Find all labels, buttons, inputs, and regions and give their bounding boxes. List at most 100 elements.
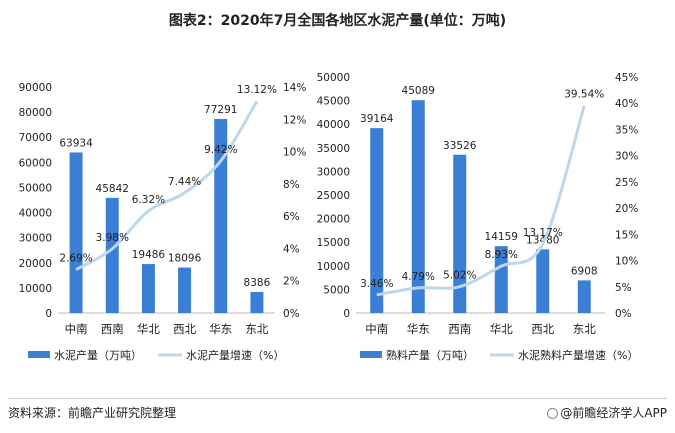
c2-category-label: 华东: [407, 322, 430, 336]
c2-bar-label: 13480: [526, 234, 559, 246]
c1-yleft-tick: 10000: [19, 283, 52, 295]
c2-legend-bar-label: 熟料产量（万吨）: [386, 348, 474, 362]
c1-bar: [105, 197, 119, 313]
c2-yleft-tick: 20000: [317, 214, 350, 226]
c2-line-label: 5.02%: [443, 270, 476, 282]
c1-growth-line: [75, 100, 259, 271]
c1-category-label: 华北: [137, 322, 160, 336]
chart-title: 图表2：2020年7月全国各地区水泥产量(单位：万吨): [168, 13, 507, 29]
c1-bar-label: 77291: [204, 104, 237, 116]
c1-yright-tick: 14%: [283, 82, 306, 94]
c1-category-label: 中南: [65, 322, 88, 336]
c2-yleft-tick: 5000: [323, 284, 350, 296]
c1-legend-bar-swatch: [28, 351, 50, 358]
c2-yright-tick: 20%: [615, 203, 638, 215]
c1-category-label: 东北: [245, 322, 268, 336]
c2-yleft-tick: 40000: [317, 119, 350, 131]
c1-legend-bar-label: 水泥产量（万吨）: [54, 348, 142, 362]
c1-category-label: 华东: [209, 322, 232, 336]
c1-yright-tick: 12%: [283, 114, 306, 126]
c2-yright-tick: 15%: [615, 229, 638, 241]
c1-yleft-tick: 80000: [19, 107, 52, 119]
c1-yleft-tick: 60000: [19, 157, 52, 169]
c2-line-label: 4.79%: [402, 271, 435, 283]
c2-growth-line: [376, 105, 586, 297]
c1-yright-tick: 4%: [283, 243, 300, 255]
c2-category-label: 中南: [365, 322, 388, 336]
c2-yright-tick: 30%: [615, 151, 638, 163]
c2-bar: [494, 246, 508, 313]
c1-bar-label: 8386: [244, 277, 271, 289]
c2-yright-tick: 0%: [615, 308, 632, 320]
c2-bar: [411, 100, 425, 313]
c2-category-label: 西北: [531, 322, 554, 336]
c2-legend-line-label: 水泥熟料产量增速（%）: [518, 348, 638, 362]
c1-bar: [178, 267, 192, 313]
c2-bar: [536, 249, 550, 313]
c2-yright-tick: 40%: [615, 98, 638, 110]
c2-legend-bar-swatch: [360, 351, 382, 358]
c1-yleft-tick: 70000: [19, 132, 52, 144]
c1-yright-tick: 0%: [283, 308, 300, 320]
c1-legend-line-label: 水泥产量增速（%）: [186, 348, 284, 362]
c1-bar-label: 19486: [132, 249, 166, 261]
c2-category-label: 西南: [448, 322, 471, 336]
c2-bar-label: 39164: [360, 113, 394, 125]
brand-logo-icon: [547, 408, 559, 419]
c1-line-label: 2.69%: [59, 253, 92, 265]
c2-yleft-tick: 30000: [317, 166, 350, 178]
c2-bar: [577, 280, 591, 313]
c1-yleft-tick: 90000: [19, 82, 52, 94]
c1-yleft-tick: 40000: [19, 208, 52, 220]
c1-line-label: 13.12%: [237, 84, 277, 96]
source-note: 资料来源：前瞻产业研究院整理: [8, 406, 177, 420]
c1-yright-tick: 6%: [283, 211, 300, 223]
c1-bar-label: 63934: [59, 137, 93, 149]
c1-yright-tick: 8%: [283, 179, 300, 191]
c2-yleft-tick: 0: [343, 308, 350, 320]
c2-yleft-tick: 50000: [317, 72, 350, 84]
c2-yleft-tick: 15000: [317, 237, 350, 249]
c1-yleft-tick: 0: [45, 308, 52, 320]
c2-bar: [453, 154, 467, 313]
c1-yright-tick: 10%: [283, 147, 306, 159]
c2-bar-label: 14159: [485, 231, 518, 243]
footer-divider: [8, 398, 667, 399]
c2-bar-label: 33526: [443, 140, 477, 152]
c2-bar-label: 6908: [571, 265, 598, 277]
c1-yleft-tick: 50000: [19, 182, 52, 194]
c2-yleft-tick: 35000: [317, 143, 350, 155]
c2-yleft-tick: 10000: [317, 261, 350, 273]
c1-line-label: 3.98%: [96, 232, 129, 244]
c2-bar: [370, 128, 384, 313]
c1-bar: [141, 264, 155, 313]
c2-line-label: 3.46%: [360, 278, 393, 290]
c2-line-label: 13.17%: [523, 227, 563, 239]
c1-bar-label: 45842: [96, 183, 129, 195]
c2-category-label: 华北: [490, 322, 513, 336]
c2-bar-label: 45089: [402, 85, 435, 97]
c1-yleft-tick: 30000: [19, 233, 52, 245]
c2-line-label: 8.93%: [485, 249, 518, 261]
c2-line-label: 39.54%: [564, 89, 604, 101]
c1-line-label: 9.42%: [204, 144, 237, 156]
c1-category-label: 西南: [101, 322, 124, 336]
c2-yright-tick: 35%: [615, 124, 638, 136]
c1-bar: [69, 152, 83, 313]
c2-category-label: 东北: [573, 322, 596, 336]
c1-line-label: 7.44%: [168, 176, 201, 188]
c1-category-label: 西北: [173, 322, 196, 336]
c2-yright-tick: 25%: [615, 177, 638, 189]
c1-line-label: 6.32%: [132, 194, 165, 206]
c2-yleft-tick: 25000: [317, 190, 350, 202]
brand-credit: @前瞻经济学人APP: [547, 404, 667, 421]
c2-yright-tick: 45%: [615, 72, 638, 84]
c2-yright-tick: 5%: [615, 282, 632, 294]
c1-bar: [214, 118, 228, 313]
c1-yleft-tick: 20000: [19, 258, 52, 270]
brand-text: @前瞻经济学人APP: [560, 406, 667, 420]
c2-yleft-tick: 45000: [317, 96, 350, 108]
c2-yright-tick: 10%: [615, 256, 638, 268]
